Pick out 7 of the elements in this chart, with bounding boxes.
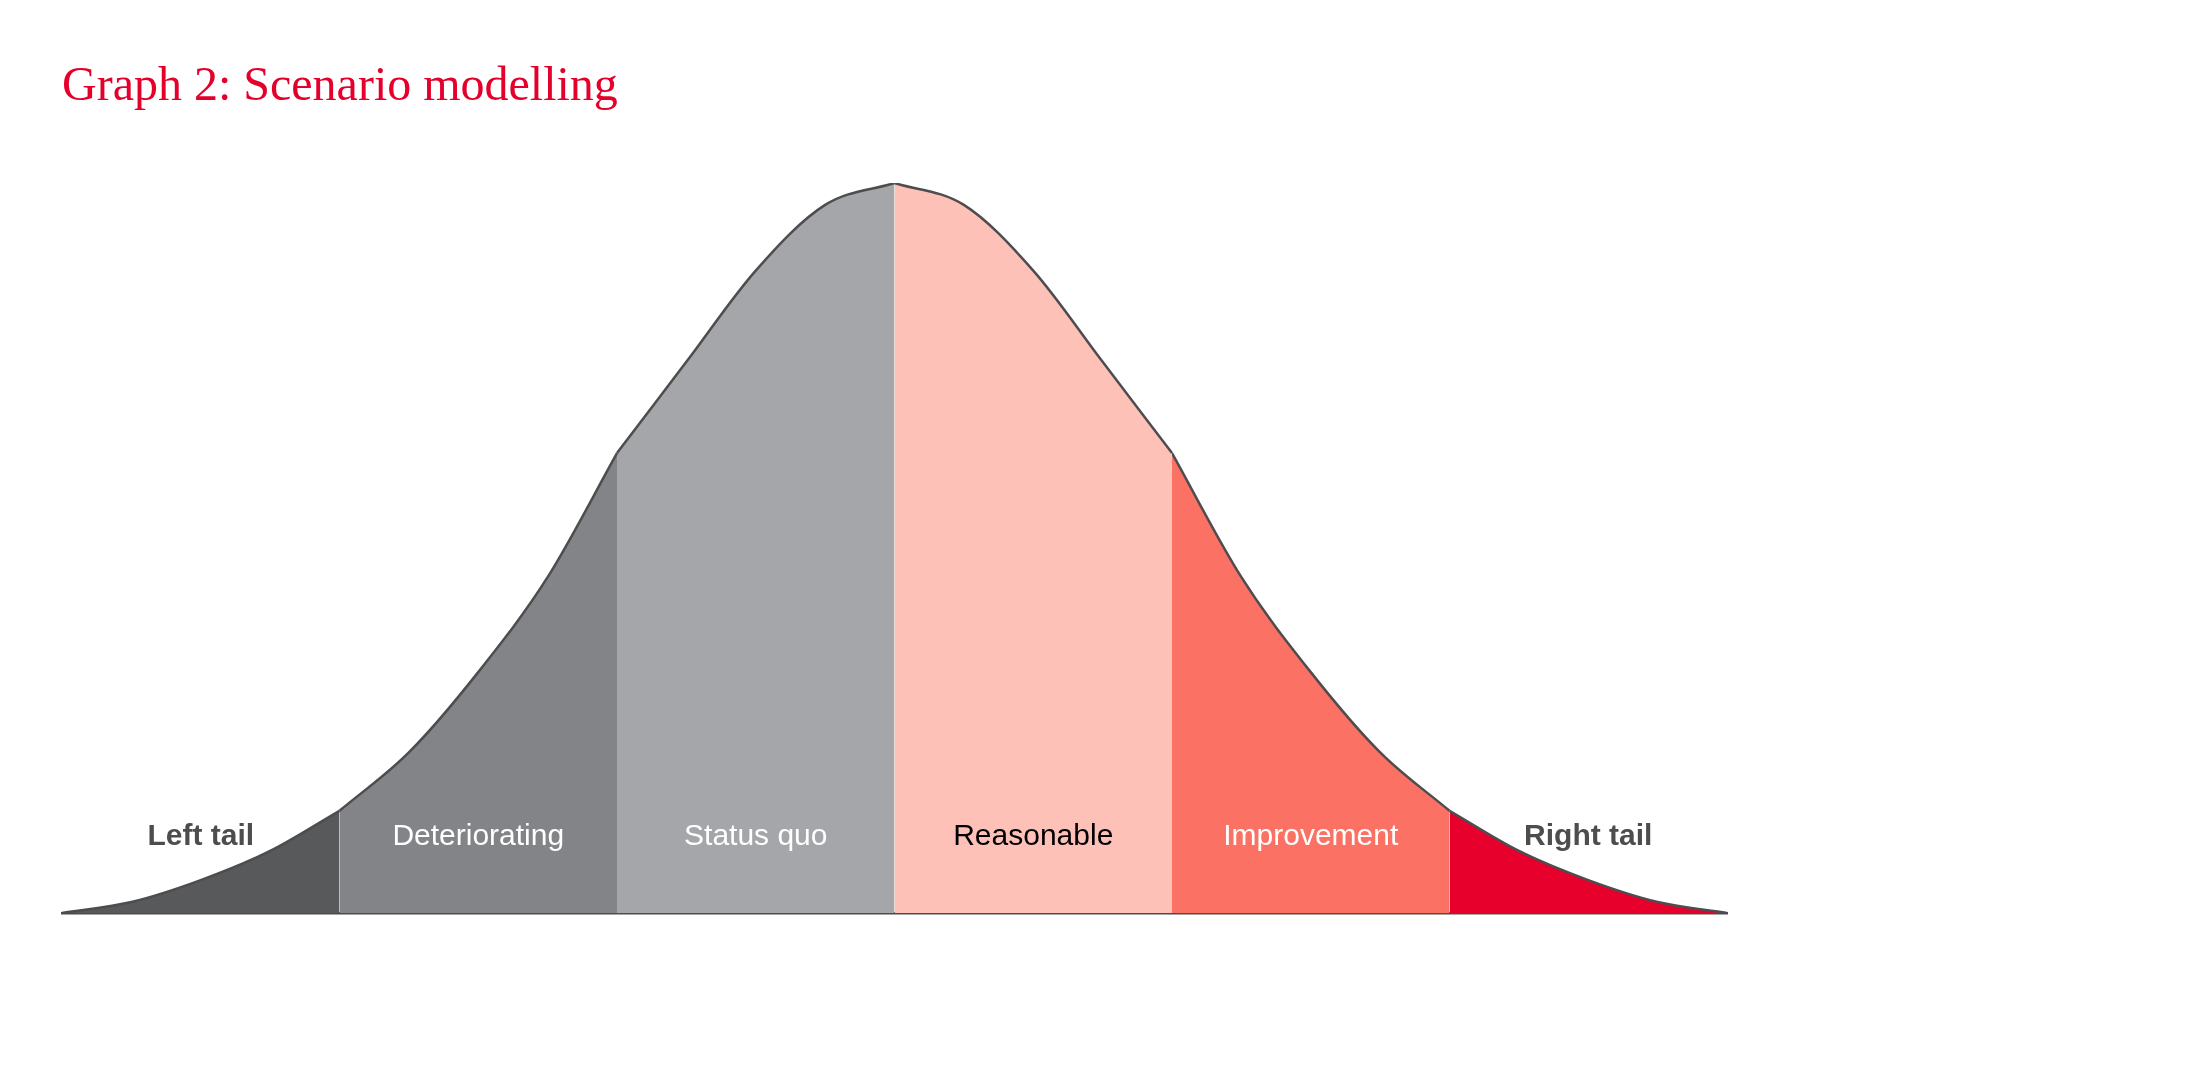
chart-title: Graph 2: Scenario modelling [62, 56, 618, 111]
series-label: Deteriorating [392, 818, 565, 852]
series-label: Reasonable [953, 818, 1114, 852]
series-label: Status quo [684, 818, 828, 852]
series-label: Left tail [147, 818, 255, 852]
series-label: Right tail [1524, 818, 1653, 852]
series-label: Improvement [1223, 818, 1399, 852]
